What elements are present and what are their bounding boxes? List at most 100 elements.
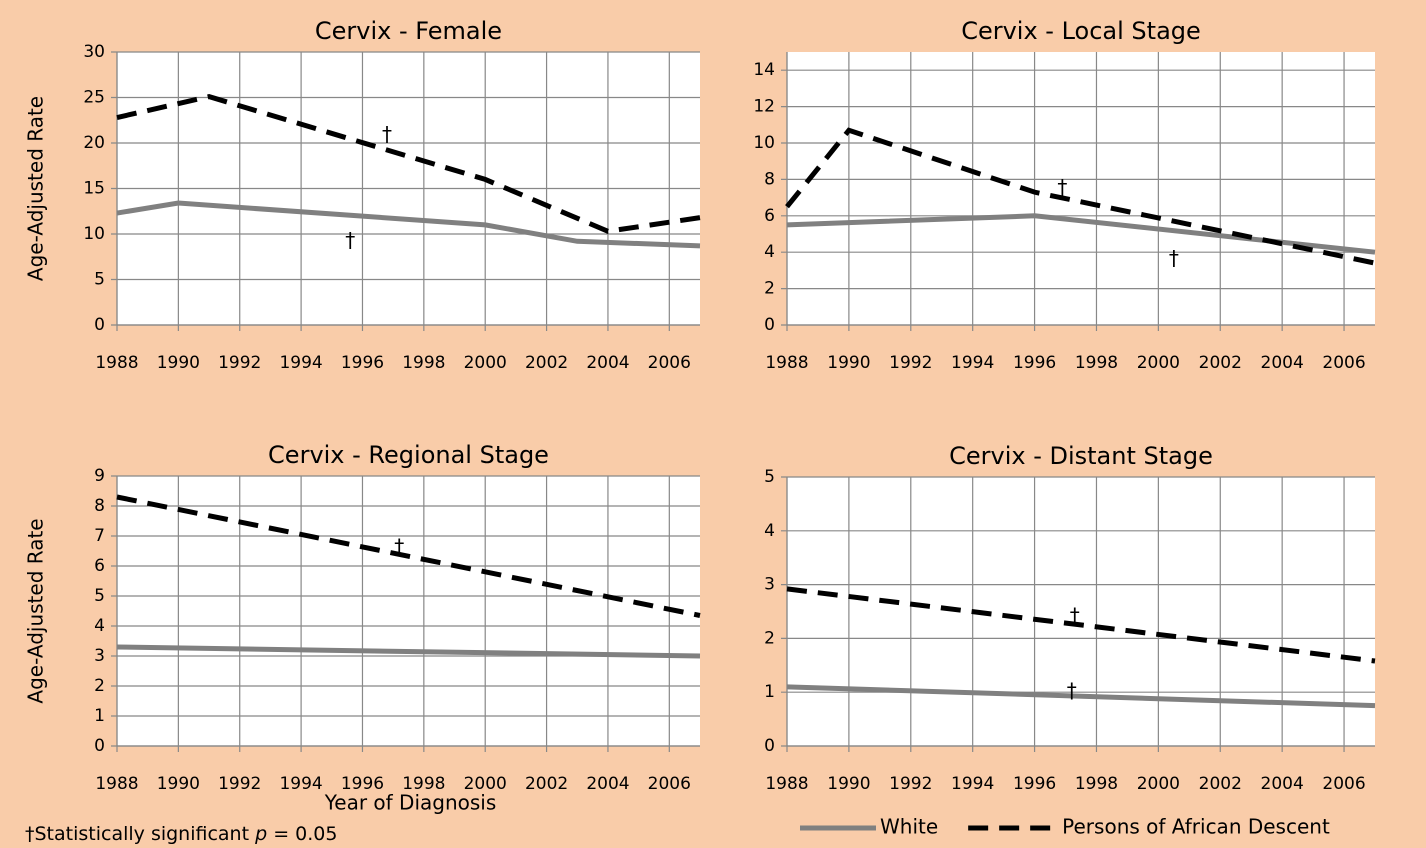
x-tick-label: 2006 xyxy=(1322,353,1365,373)
x-tick-label: 1996 xyxy=(1013,353,1056,373)
x-tick-label: 1996 xyxy=(1013,774,1056,794)
plot-area xyxy=(787,52,1375,325)
y-tick-label: 5 xyxy=(94,270,105,290)
y-tick-label: 4 xyxy=(94,616,105,636)
y-axis-label: Age-Adjusted Rate xyxy=(24,96,48,281)
x-tick-label: 2000 xyxy=(464,774,507,794)
y-tick-label: 30 xyxy=(83,42,105,62)
y-tick-label: 9 xyxy=(94,466,105,486)
footnote: †Statistically significant p = 0.05 xyxy=(25,823,337,845)
annotation: † xyxy=(1057,175,1067,199)
footnote-variable: p xyxy=(254,823,267,845)
x-tick-label: 2002 xyxy=(525,353,568,373)
y-tick-label: 10 xyxy=(753,133,775,153)
x-tick-label: 1992 xyxy=(889,774,932,794)
y-tick-label: 20 xyxy=(83,133,105,153)
y-tick-label: 2 xyxy=(764,279,775,299)
x-tick-label: 1994 xyxy=(279,353,322,373)
chart-title: Cervix - Female xyxy=(315,17,502,45)
y-tick-label: 8 xyxy=(94,496,105,516)
x-tick-label: 2002 xyxy=(525,774,568,794)
plot-area xyxy=(117,476,700,746)
x-tick-label: 1992 xyxy=(218,774,261,794)
series-line xyxy=(786,213,1376,255)
x-tick-label: 1988 xyxy=(765,353,808,373)
x-tick-label: 2004 xyxy=(586,353,629,373)
y-tick-label: 7 xyxy=(94,526,105,546)
annotation: † xyxy=(1169,246,1179,270)
annotation: † xyxy=(345,228,355,252)
x-tick-label: 2000 xyxy=(1137,353,1180,373)
x-tick-label: 2000 xyxy=(464,353,507,373)
chart-title: Cervix - Regional Stage xyxy=(268,441,549,469)
y-axis-label: Age-Adjusted Rate xyxy=(24,518,48,703)
x-tick-label: 1998 xyxy=(402,353,445,373)
x-tick-label: 1990 xyxy=(827,353,870,373)
annotation: † xyxy=(382,122,392,146)
x-tick-label: 1990 xyxy=(157,774,200,794)
annotation: † xyxy=(1067,679,1077,703)
x-axis-label: Year of Diagnosis xyxy=(324,791,497,815)
y-tick-label: 10 xyxy=(83,224,105,244)
x-tick-label: 1996 xyxy=(341,774,384,794)
y-tick-label: 14 xyxy=(753,60,775,80)
x-tick-label: 1988 xyxy=(95,353,138,373)
series-line xyxy=(116,644,701,659)
x-tick-label: 1998 xyxy=(402,774,445,794)
y-tick-label: 1 xyxy=(94,706,105,726)
x-tick-label: 1992 xyxy=(218,353,261,373)
y-tick-label: 3 xyxy=(764,575,775,595)
y-tick-label: 4 xyxy=(764,242,775,262)
x-tick-label: 1998 xyxy=(1075,353,1118,373)
x-tick-label: 1990 xyxy=(827,774,870,794)
series-line xyxy=(116,200,701,249)
y-tick-label: 3 xyxy=(94,646,105,666)
x-tick-label: 1994 xyxy=(951,353,994,373)
series-line xyxy=(116,494,701,618)
y-tick-label: 0 xyxy=(764,736,775,756)
annotation: † xyxy=(1070,603,1080,627)
y-tick-label: 0 xyxy=(764,315,775,335)
x-tick-label: 2006 xyxy=(648,774,691,794)
y-tick-label: 0 xyxy=(94,315,105,335)
legend-label: White xyxy=(880,815,938,839)
x-tick-label: 1994 xyxy=(279,774,322,794)
x-tick-label: 1998 xyxy=(1075,774,1118,794)
y-tick-label: 4 xyxy=(764,521,775,541)
footnote-text: †Statistically significant xyxy=(25,823,255,845)
y-tick-label: 2 xyxy=(764,628,775,648)
x-tick-label: 1992 xyxy=(889,353,932,373)
y-tick-label: 0 xyxy=(94,736,105,756)
x-tick-label: 1988 xyxy=(95,774,138,794)
plot-area xyxy=(787,477,1375,746)
x-tick-label: 2004 xyxy=(1261,774,1304,794)
y-tick-label: 6 xyxy=(94,556,105,576)
annotation: † xyxy=(394,535,404,559)
y-tick-label: 15 xyxy=(83,179,105,199)
y-tick-label: 5 xyxy=(94,586,105,606)
chart-title: Cervix - Local Stage xyxy=(961,17,1201,45)
x-tick-label: 2006 xyxy=(648,353,691,373)
legend-label: Persons of African Descent xyxy=(1062,815,1330,839)
y-tick-label: 12 xyxy=(753,97,775,117)
series-line xyxy=(786,684,1376,709)
series-line xyxy=(116,94,701,234)
x-tick-label: 2002 xyxy=(1199,353,1242,373)
series-line xyxy=(786,586,1376,664)
y-tick-label: 25 xyxy=(83,88,105,108)
y-tick-label: 1 xyxy=(764,682,775,702)
x-tick-label: 2006 xyxy=(1322,774,1365,794)
series-line xyxy=(785,127,1376,266)
x-tick-label: 1996 xyxy=(341,353,384,373)
x-tick-label: 1994 xyxy=(951,774,994,794)
y-tick-label: 2 xyxy=(94,676,105,696)
x-tick-label: 1988 xyxy=(765,774,808,794)
y-tick-label: 5 xyxy=(764,467,775,487)
footnote-rest: = 0.05 xyxy=(267,823,337,845)
x-tick-label: 2004 xyxy=(586,774,629,794)
y-tick-label: 6 xyxy=(764,206,775,226)
x-tick-label: 1990 xyxy=(157,353,200,373)
y-tick-label: 8 xyxy=(764,169,775,189)
x-tick-label: 2002 xyxy=(1199,774,1242,794)
